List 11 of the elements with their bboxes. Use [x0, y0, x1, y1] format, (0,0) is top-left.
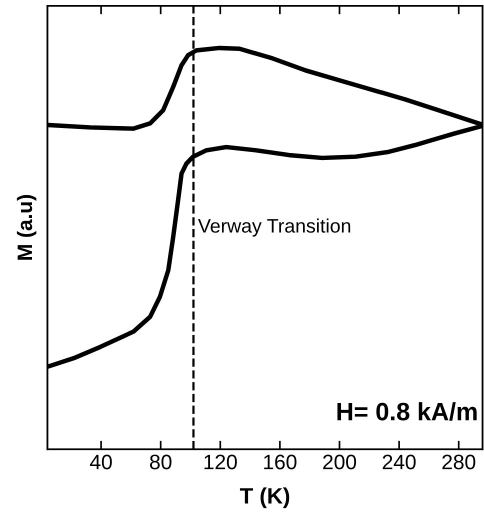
x-tick-label: 80 — [150, 454, 172, 470]
y-axis-title: M (a.u) — [16, 195, 36, 260]
x-tick-label: 40 — [90, 454, 112, 470]
x-tick-label: 280 — [442, 454, 476, 470]
ref-line-label: Verway Transition — [198, 218, 350, 237]
x-tick-label: 160 — [264, 454, 296, 470]
x-tick-label: 120 — [204, 454, 237, 470]
annotation: H= 0.8 kA/m — [337, 402, 477, 421]
x-tick-label: 240 — [382, 454, 416, 470]
x-axis-title: T (K) — [240, 487, 290, 508]
x-tick-label: 200 — [323, 454, 356, 470]
